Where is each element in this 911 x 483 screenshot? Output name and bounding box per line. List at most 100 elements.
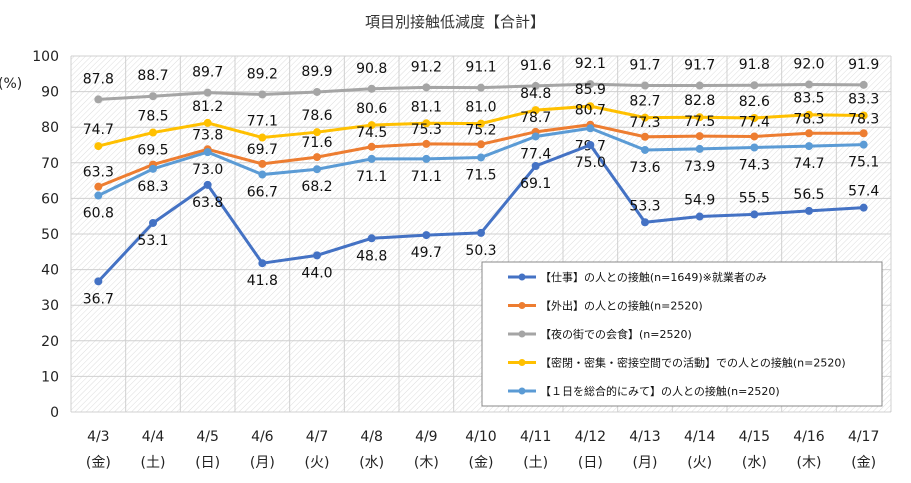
x-tick-weekday: (日): [578, 455, 603, 471]
data-label: 90.8: [356, 61, 387, 77]
data-label: 71.5: [465, 167, 496, 183]
y-tick-label: 90: [41, 85, 59, 101]
legend-label: 【密閉・密集・密接空間での活動】での人との接触(n=2520): [540, 356, 846, 370]
data-point: [422, 231, 431, 240]
data-label: 89.9: [301, 64, 332, 80]
data-label: 82.6: [739, 94, 770, 110]
data-point: [586, 80, 595, 89]
data-label: 74.5: [356, 125, 387, 141]
data-label: 53.3: [629, 198, 660, 214]
data-point: [859, 129, 868, 138]
data-label: 60.8: [83, 206, 114, 222]
data-point: [367, 84, 376, 93]
data-label: 78.5: [137, 109, 168, 125]
data-label: 91.7: [629, 58, 660, 74]
data-point: [859, 111, 868, 120]
data-point: [313, 128, 321, 137]
data-point: [149, 164, 157, 173]
data-point: [477, 228, 485, 237]
x-tick-weekday: (日): [195, 455, 220, 471]
legend-label: 【１日を総合的にみて】の人との接触(n=2520): [540, 384, 780, 398]
x-tick-label: 4/9: [415, 429, 438, 445]
data-point: [805, 206, 813, 215]
x-tick-label: 4/11: [520, 429, 551, 445]
data-point: [94, 95, 103, 104]
legend-marker: [518, 359, 526, 366]
data-label: 80.6: [356, 101, 387, 117]
x-tick-label: 4/5: [196, 429, 219, 445]
x-tick-weekday: (月): [250, 455, 275, 471]
data-label: 89.7: [192, 65, 223, 81]
data-label: 57.4: [848, 184, 879, 200]
data-label: 91.6: [520, 58, 551, 74]
data-label: 87.8: [83, 71, 114, 87]
data-label: 74.3: [739, 157, 770, 173]
y-tick-label: 60: [41, 191, 59, 207]
x-tick-label: 4/7: [306, 429, 329, 445]
data-point: [586, 124, 595, 133]
data-point: [859, 203, 868, 212]
data-point: [859, 80, 868, 89]
data-point: [531, 106, 540, 115]
x-tick-weekday: (火): [687, 455, 712, 471]
data-label: 84.8: [520, 86, 551, 102]
data-label: 92.1: [575, 56, 606, 72]
data-point: [531, 162, 540, 171]
y-tick-label: 70: [41, 156, 59, 172]
data-label: 91.8: [739, 57, 770, 73]
data-point: [258, 170, 267, 179]
data-point: [531, 81, 540, 90]
x-tick-weekday: (金): [86, 455, 111, 471]
y-tick-label: 0: [50, 405, 59, 421]
x-tick-weekday: (火): [305, 455, 330, 471]
legend-label: 【夜の街での会食】(n=2520): [540, 327, 692, 341]
x-tick-weekday: (月): [633, 455, 658, 471]
data-point: [750, 143, 759, 152]
data-point: [641, 132, 649, 141]
data-label: 75.1: [848, 155, 879, 171]
data-label: 74.7: [793, 156, 824, 172]
data-point: [750, 81, 759, 90]
data-label: 71.6: [301, 135, 332, 151]
data-point: [750, 132, 759, 141]
legend-marker: [518, 387, 526, 395]
data-label: 74.7: [83, 122, 114, 138]
data-label: 68.3: [137, 179, 168, 195]
data-label: 89.2: [247, 66, 278, 82]
x-tick-weekday: (木): [414, 455, 439, 471]
data-point: [695, 212, 704, 221]
data-label: 69.7: [247, 142, 278, 158]
data-label: 44.0: [301, 265, 332, 281]
x-tick-weekday: (土): [141, 455, 166, 471]
data-point: [258, 133, 267, 142]
y-tick-label: 100: [32, 49, 59, 65]
data-point: [477, 140, 485, 149]
y-axis-label: (%): [0, 76, 22, 92]
x-tick-weekday: (水): [359, 455, 384, 471]
y-tick-label: 30: [41, 298, 59, 314]
data-label: 78.3: [848, 111, 879, 127]
legend-label: 【仕事】の人との接触(n=1649)※就業者のみ: [540, 270, 767, 284]
data-label: 82.8: [684, 93, 715, 109]
data-label: 71.1: [411, 169, 442, 185]
y-tick-label: 50: [41, 227, 59, 243]
y-tick-label: 80: [41, 120, 59, 136]
y-tick-label: 40: [41, 263, 59, 279]
x-tick-label: 4/4: [142, 429, 165, 445]
x-tick-label: 4/13: [629, 429, 660, 445]
data-label: 68.2: [301, 179, 332, 195]
data-label: 81.2: [192, 99, 223, 115]
data-label: 50.3: [465, 243, 496, 259]
data-label: 73.0: [192, 162, 223, 178]
data-point: [258, 90, 267, 99]
data-point: [313, 87, 321, 96]
data-point: [422, 119, 431, 128]
data-point: [586, 141, 595, 149]
data-point: [805, 110, 813, 119]
data-point: [805, 142, 813, 151]
data-label: 48.8: [356, 248, 387, 264]
x-tick-label: 4/17: [848, 429, 879, 445]
data-point: [203, 118, 212, 127]
data-label: 69.5: [137, 143, 168, 159]
